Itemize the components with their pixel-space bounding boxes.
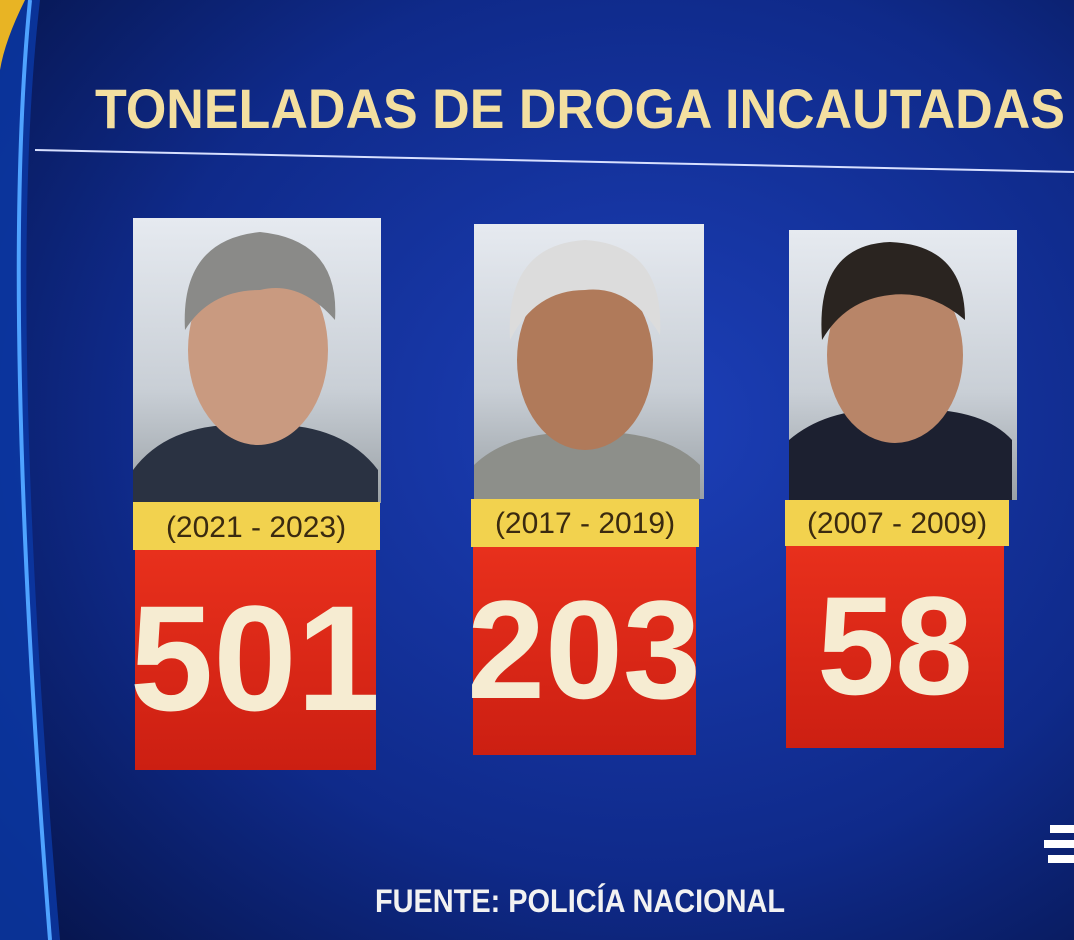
panel: (2021 - 2023) 501: [130, 218, 381, 770]
period: (2007 - 2009): [807, 507, 987, 540]
photo-body: [789, 409, 1012, 500]
period: (2021 - 2023): [166, 511, 346, 544]
value-box: [786, 546, 1004, 748]
period-band: [785, 500, 1009, 546]
left-arc-line: [16, 0, 52, 940]
value-box: [473, 547, 696, 755]
photo-hair: [821, 242, 965, 340]
title-rule: [34, 149, 1074, 173]
value: 203: [467, 571, 701, 728]
period-band: [133, 502, 380, 550]
logo-bar: [1050, 825, 1074, 833]
value: 58: [817, 567, 973, 724]
period-band: [471, 499, 699, 547]
source: FUENTE: POLICÍA NACIONAL: [375, 883, 785, 919]
left-arc: [0, 0, 60, 940]
photo-head: [517, 270, 653, 450]
logo: [1044, 825, 1074, 863]
panel: (2007 - 2009) 58: [785, 230, 1017, 748]
photo-body: [474, 431, 700, 499]
title: TONELADAS DE DROGA INCAUTADAS: [95, 77, 1065, 140]
period: (2017 - 2019): [495, 507, 675, 540]
photo-head: [188, 255, 328, 445]
corner-accent: [0, 0, 25, 70]
photo-hair: [184, 232, 336, 330]
value: 501: [130, 574, 380, 742]
logo-bar: [1044, 840, 1074, 848]
logo-bar: [1048, 855, 1074, 863]
panel: (2017 - 2019) 203: [467, 224, 704, 755]
photo-body: [133, 424, 378, 503]
photo-head: [827, 267, 963, 443]
photo-hair: [509, 240, 661, 340]
value-box: [135, 550, 376, 770]
